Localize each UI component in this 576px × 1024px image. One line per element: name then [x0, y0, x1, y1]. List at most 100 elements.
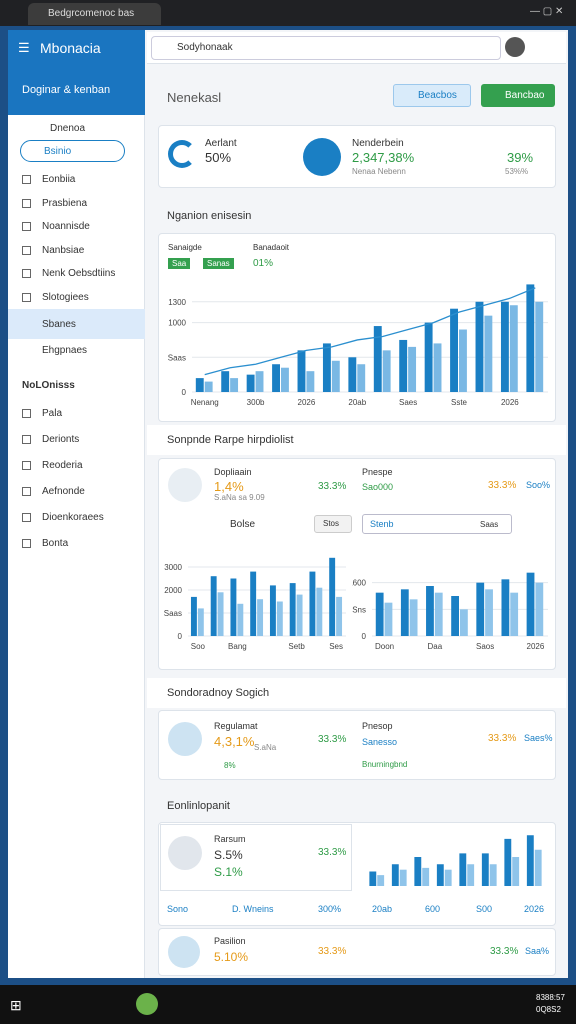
nav-item[interactable]: Slotogiees: [42, 291, 89, 303]
bar: [316, 587, 323, 636]
bar: [197, 608, 204, 636]
kpi-sub: S.aNa: [254, 743, 277, 752]
y-tick-label: 0: [178, 632, 183, 641]
x-tick-label: Nenang: [191, 398, 219, 407]
nav-item[interactable]: Prasbiena: [42, 197, 88, 209]
bar: [276, 601, 283, 636]
x-tick-label: Doon: [375, 642, 394, 651]
tab[interactable]: [28, 3, 161, 25]
pct: Saes%: [524, 733, 553, 743]
nav-item[interactable]: Eonbiia: [42, 174, 76, 185]
bar: [375, 592, 384, 636]
menu-icon[interactable]: ☰: [18, 40, 30, 55]
footer-text: D. Wneins: [232, 904, 274, 914]
kpi-sub: S.aNa sa 9.09: [214, 493, 265, 502]
filter-button-text[interactable]: Stos: [323, 519, 340, 528]
bar: [331, 360, 340, 392]
bar: [230, 578, 237, 636]
active-pill-text[interactable]: Bsinio: [44, 146, 72, 157]
bar: [433, 343, 442, 392]
button[interactable]: [393, 84, 471, 107]
pct: Soo%: [526, 480, 551, 490]
sidebar: ☰ Mbonacia Doginar & kenban Dnenoa Bsini…: [8, 30, 145, 978]
start[interactable]: ⊞: [10, 997, 22, 1013]
bar: [475, 301, 484, 392]
nav-item[interactable]: Nanbsiae: [42, 244, 85, 256]
nav-item[interactable]: Bonta: [42, 538, 69, 549]
nav-item[interactable]: Sbanes: [42, 319, 76, 330]
filter-button[interactable]: [314, 515, 352, 533]
x-tick-label: Saes: [399, 398, 417, 407]
kpi-value: 39%: [507, 150, 534, 165]
select-button[interactable]: Saas: [480, 520, 499, 529]
button-text[interactable]: Beacbos: [418, 90, 457, 101]
mini: 8%: [224, 761, 236, 770]
select[interactable]: [362, 514, 512, 534]
bar: [400, 589, 409, 636]
browser-bar: Bedgrcomenoc bas — ▢ ✕: [0, 0, 576, 26]
value: 01%: [253, 258, 274, 269]
nav-item[interactable]: Ehgpnaes: [42, 345, 88, 356]
active-pill[interactable]: [20, 140, 125, 162]
nav-item[interactable]: Reoderia: [42, 460, 83, 471]
bar: [434, 592, 443, 636]
button[interactable]: [481, 84, 555, 107]
app-icon[interactable]: [136, 993, 158, 1015]
bar: [512, 857, 520, 886]
nav-icon: [22, 175, 31, 184]
avatar[interactable]: [505, 37, 525, 57]
bar: [369, 871, 377, 886]
bar: [526, 835, 534, 886]
filter-label[interactable]: Bolse: [230, 519, 256, 530]
avatar: [168, 722, 202, 756]
bar: [476, 582, 485, 636]
chart: 0 Sns 1600 Doon Daa Saos 2026: [352, 572, 548, 651]
kpi-box: [160, 824, 352, 891]
bar: [329, 557, 336, 636]
section-title: Sondoradnoy Sogich: [167, 687, 270, 699]
search-placeholder[interactable]: Sodyhonaak: [177, 42, 233, 53]
pct: 33.3%: [488, 480, 517, 491]
nav-item[interactable]: Nenk Oebsdtiins: [42, 268, 116, 279]
bar: [535, 301, 544, 392]
bar: [526, 284, 535, 392]
bar: [348, 357, 357, 392]
footer-text: 2026: [524, 904, 545, 914]
nav-item[interactable]: Dioenkoraees: [42, 512, 104, 523]
card: [158, 928, 556, 976]
window-controls[interactable]: — ▢ ✕: [530, 6, 564, 17]
select-text[interactable]: Stenb: [370, 519, 394, 529]
button-text[interactable]: Bancbao: [505, 90, 545, 101]
section-title[interactable]: Doginar & kenban: [22, 84, 111, 96]
section-title: Eonlinlopanit: [167, 800, 230, 812]
y-tick-label: 3000: [164, 563, 182, 572]
tab-title[interactable]: Bedgrcomenoc bas: [48, 8, 135, 19]
kpi-value: 1,4%: [214, 479, 244, 494]
nav-item[interactable]: Aefnonde: [42, 486, 85, 497]
bar: [377, 875, 385, 886]
nav-item[interactable]: Noannisde: [42, 221, 90, 232]
nav-icon: [22, 198, 31, 208]
tag[interactable]: Sanas: [203, 258, 234, 269]
pct: 33.3%: [318, 481, 347, 492]
bar: [424, 322, 433, 392]
nav-item[interactable]: Pala: [42, 408, 63, 419]
tag[interactable]: Saa: [168, 258, 191, 269]
footer-text: 20ab: [372, 904, 393, 914]
bar: [357, 364, 366, 392]
nav-icon: [22, 222, 31, 231]
selected-bg[interactable]: [8, 309, 145, 339]
search-box[interactable]: [151, 36, 501, 60]
bar: [485, 589, 493, 636]
sub-item[interactable]: Dnenoa: [50, 123, 86, 134]
bar: [489, 864, 497, 886]
footer-text: 300%: [318, 904, 342, 914]
bar: [373, 326, 382, 392]
ring: [168, 140, 196, 168]
bar: [444, 869, 452, 886]
x-tick-label: Daa: [428, 642, 443, 651]
footer-text: Sono: [167, 904, 189, 914]
nav-item[interactable]: Derionts: [42, 434, 80, 445]
bar: [221, 371, 230, 392]
y-tick-label: Saas: [168, 353, 186, 362]
